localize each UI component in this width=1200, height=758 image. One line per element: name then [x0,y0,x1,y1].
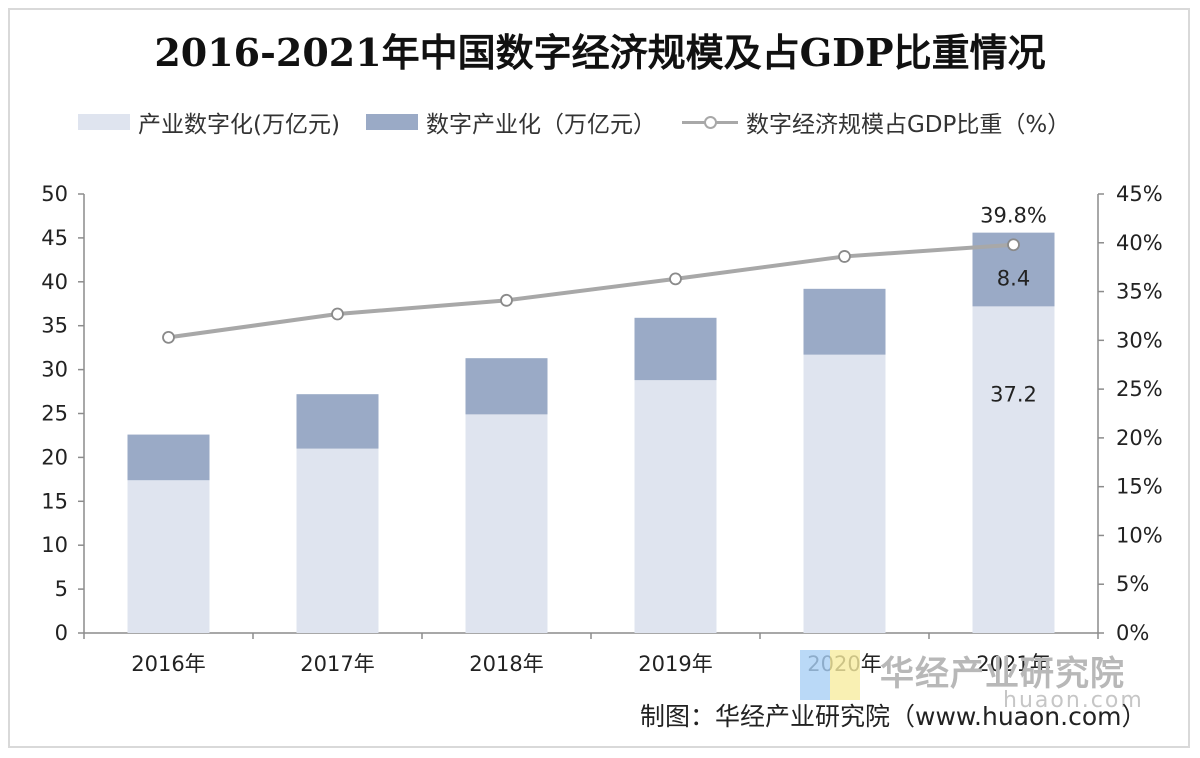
share-point [500,293,513,307]
y-tick-label: 15 [41,489,68,513]
bar-industry-digitization [803,354,886,633]
legend-swatch-dark [365,114,418,130]
bar-industry-digitization [972,306,1055,633]
bar-digital-industrialization [634,317,717,381]
y-tick-label: 20 [41,445,68,469]
bar-digital-industrialization [803,288,886,355]
y2-tick-label: 20% [1116,426,1163,450]
watermark-block-blue [800,650,830,700]
bar-digital-industrialization [296,394,379,449]
y2-tick-label: 30% [1116,328,1163,352]
legend-label-industry-digitization: 产业数字化(万亿元) [138,112,340,138]
y2-tick-label: 25% [1116,377,1163,401]
share-point [1007,238,1020,252]
y2-tick-label: 5% [1116,572,1149,596]
data-label-share-2021: 39.8% [980,204,1047,228]
y2-tick-label: 10% [1116,523,1163,547]
legend-item-digital-industrialization: 数字产业化（万亿元） [365,105,656,139]
y2-tick-label: 35% [1116,280,1163,304]
bar-industry-digitization [634,380,717,633]
y-tick-label: 5 [55,577,68,601]
y2-tick-label: 15% [1116,475,1163,499]
x-tick-label: 2021年 [976,652,1050,676]
legend-item-industry-digitization: 产业数字化(万亿元) [78,105,340,139]
bar-digital-industrialization [127,434,210,481]
x-tick-label: 2016年 [131,652,205,676]
watermark-block-yellow [830,650,860,700]
y-tick-label: 0 [55,621,68,645]
bar-industry-digitization [127,480,210,633]
y-tick-label: 50 [41,182,68,206]
y-tick-label: 10 [41,533,68,557]
share-point [162,331,175,344]
watermark-brand: 华经产业研究院 [880,654,1125,694]
chart-title: 2016-2021年中国数字经济规模及占GDP比重情况 [154,30,1046,75]
watermark-site: huaon.com [1003,688,1144,713]
x-tick-label: 2018年 [469,652,543,676]
bar-industry-digitization [296,448,379,633]
y-tick-label: 45 [41,226,68,250]
data-label-industry-digitization-2021: 37.2 [990,383,1037,407]
y-tick-label: 25 [41,402,68,426]
legend-item-share-line: 数字经济规模占GDP比重（%） [681,105,1071,139]
data-label-digital-industrialization-2021: 8.4 [997,267,1030,291]
y2-tick-label: 40% [1116,231,1163,255]
share-point [331,307,344,321]
y2-tick-label: 45% [1116,182,1163,206]
bar-digital-industrialization [465,358,548,415]
x-tick-label: 2019年 [638,652,712,676]
y-tick-label: 35 [41,314,68,338]
x-tick-label: 2017年 [300,652,374,676]
share-line [168,242,1014,340]
legend: 产业数字化(万亿元) 数字产业化（万亿元） 数字经济规模占GDP比重（%） [78,106,1096,138]
share-point [669,272,682,286]
legend-label-share-line: 数字经济规模占GDP比重（%） [745,112,1071,138]
legend-swatch-light [78,114,130,130]
legend-swatch-line [681,114,738,130]
y2-tick-label: 0% [1116,621,1149,645]
y-tick-label: 40 [41,270,68,294]
source-note: 制图：华经产业研究院（www.huaon.com） [640,702,1147,731]
legend-label-digital-industrialization: 数字产业化（万亿元） [425,112,656,138]
bar-industry-digitization [465,414,548,633]
share-point [838,250,851,263]
y-tick-label: 30 [41,358,68,382]
